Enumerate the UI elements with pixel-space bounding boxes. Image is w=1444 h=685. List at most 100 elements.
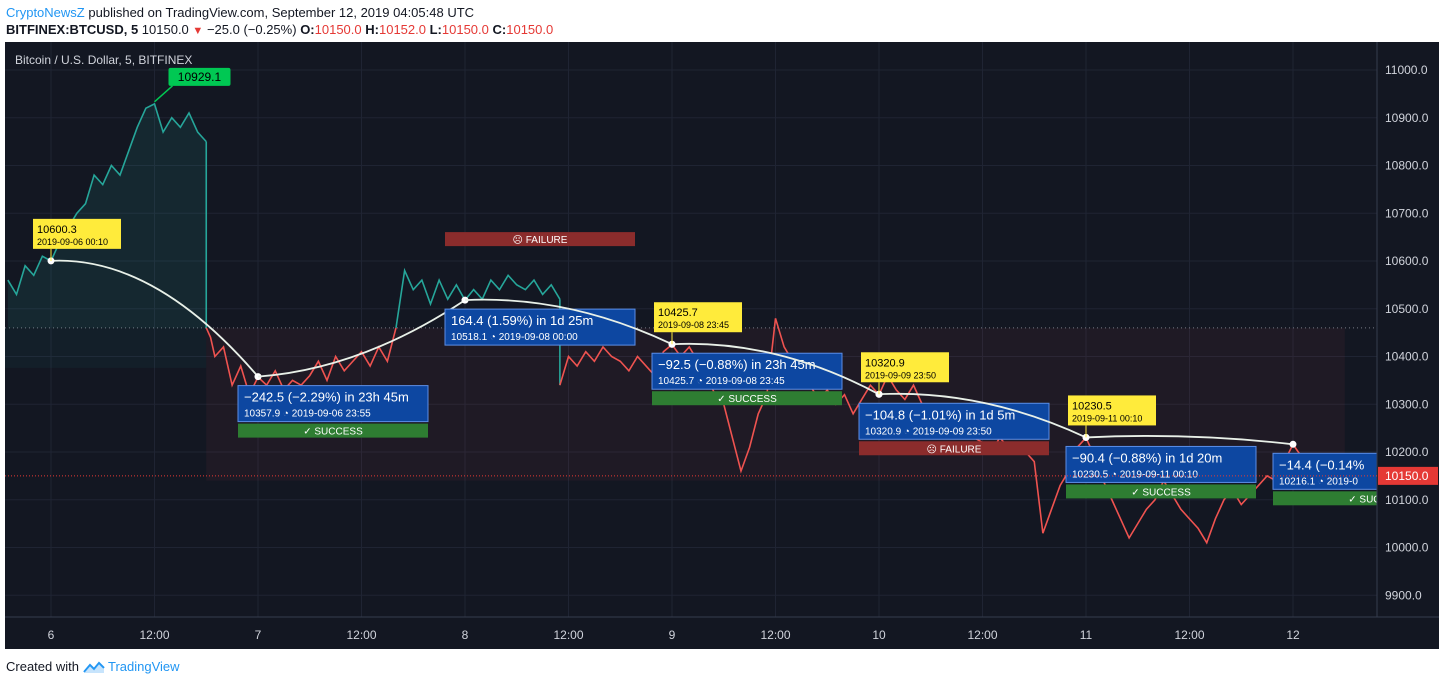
note-box <box>33 218 121 249</box>
price-axis[interactable] <box>1377 42 1439 649</box>
symbol-label: BITFINEX:BTCUSD, 5 <box>6 22 139 37</box>
projection-result: −242.5 (−2.29%) in 23h 45m <box>244 390 409 405</box>
low-value: 10150.0 <box>441 22 489 37</box>
projection-status-pill <box>652 391 842 406</box>
projection-end: 10518.1 ◔ 2019-09-08 00:00 <box>451 332 578 343</box>
projection-info-box <box>444 308 636 346</box>
publish-line: CryptoNewsZ published on TradingView.com… <box>6 5 474 20</box>
y-tick-label: 11000.0 <box>1385 63 1428 77</box>
projection-result: 164.4 (1.59%) in 1d 25m <box>451 313 593 328</box>
projection-result: −92.5 (−0.88%) in 23h 45m <box>658 357 816 372</box>
y-axis-labels: 11000.0 10900.0 10800.0 10700.0 10600.0 10500… <box>1385 63 1429 602</box>
note-box <box>654 302 742 333</box>
note-value: 10425.7 <box>658 307 698 319</box>
projection-info-box <box>858 402 1050 440</box>
low-label: L: <box>429 22 442 37</box>
note-date: 2019-09-06 00:10 <box>37 237 108 247</box>
y-tick-label: 10500.0 <box>1385 302 1429 316</box>
tradingview-link[interactable]: TradingView <box>108 659 180 674</box>
chart-title: Bitcoin / U.S. Dollar, 5, BITFINEX <box>15 53 192 67</box>
y-tick-label: 10600.0 <box>1385 254 1429 268</box>
note-value: 10600.3 <box>37 224 77 236</box>
high-value: 10152.0 <box>378 22 426 37</box>
projection-status-pill <box>238 423 428 438</box>
x-axis-labels: 6 12:00 7 12:00 8 12:00 9 12:00 10 12:00 11 12:00 12 <box>48 628 1300 642</box>
projection-end: 10357.9 ◔ 2019-09-06 23:55 <box>244 409 371 420</box>
note-value: 10320.9 <box>865 357 905 369</box>
x-tick-label: 9 <box>669 628 676 642</box>
grid <box>5 42 1377 617</box>
tradingview-logo-icon <box>82 661 105 674</box>
projection-info-box <box>651 352 843 390</box>
projection-end-dot <box>1289 440 1297 448</box>
x-tick-label: 7 <box>255 628 262 642</box>
y-tick-label: 10800.0 <box>1385 159 1429 173</box>
high-label-value: 10929.1 <box>178 70 222 84</box>
projection-status-label: ✓ SUCC <box>1348 494 1388 505</box>
projection-status-label: ☹ FAILURE <box>513 234 568 246</box>
high-label: H: <box>365 22 379 37</box>
projection-result: −14.4 (−0.14% <box>1279 457 1365 472</box>
x-tick-label: 10 <box>872 628 886 642</box>
published-text: published on TradingView.com, September … <box>88 5 475 20</box>
projection-info-box <box>1065 445 1257 483</box>
x-tick-label: 6 <box>48 628 55 642</box>
projection-status-label: ✓ SUCCESS <box>1131 487 1191 498</box>
note-value: 10230.5 <box>1072 400 1112 412</box>
high-pointer <box>154 85 173 103</box>
note-box <box>861 352 949 383</box>
footer: Created with TradingView <box>6 659 180 674</box>
time-axis[interactable] <box>5 617 1439 649</box>
projection-status-label: ✓ SUCCESS <box>717 394 777 405</box>
x-tick-label: 12 <box>1286 628 1300 642</box>
projection-curve <box>878 392 1087 439</box>
x-tick-label: 12:00 <box>967 628 997 642</box>
projection-end: 10320.9 ◔ 2019-09-09 23:50 <box>865 426 992 437</box>
y-tick-label: 10000.0 <box>1385 541 1429 555</box>
projection-curve <box>464 298 673 346</box>
series-up-2 <box>395 267 561 328</box>
note-date: 2019-09-09 23:50 <box>865 370 936 380</box>
y-tick-label: 10900.0 <box>1385 111 1429 125</box>
projection-status-pill <box>859 441 1049 456</box>
projection-result: −90.4 (−0.88%) in 1d 20m <box>1072 450 1222 465</box>
open-value: 10150.0 <box>314 22 362 37</box>
y-tick-label: 10400.0 <box>1385 350 1429 364</box>
x-tick-label: 12:00 <box>139 628 169 642</box>
series-down-1 <box>205 327 397 397</box>
open-label: O: <box>300 22 315 37</box>
projection-end: 10425.7 ◔ 2019-09-08 23:45 <box>658 376 785 387</box>
high-label-box <box>168 67 231 86</box>
projection-curve <box>257 299 466 378</box>
projection-curve <box>671 342 880 396</box>
note-box <box>1068 395 1156 426</box>
note-date: 2019-09-11 00:10 <box>1072 413 1142 423</box>
projection-end: 10230.5 ◔ 2019-09-11 00:10 <box>1072 469 1198 480</box>
area-fill <box>7 103 207 328</box>
x-tick-label: 12:00 <box>1174 628 1204 642</box>
ohlc-line: BITFINEX:BTCUSD, 5 10150.0 ▼ −25.0 (−0.2… <box>6 22 553 37</box>
publisher-link[interactable]: CryptoNewsZ <box>6 5 85 20</box>
projection-status-pill <box>445 232 635 247</box>
x-tick-label: 11 <box>1080 628 1093 642</box>
projection-curve <box>50 259 259 378</box>
close-label: C: <box>492 22 507 37</box>
price-change: −25.0 (−0.25%) <box>206 22 297 37</box>
last-price-tag <box>1378 466 1438 485</box>
projection-curve <box>1085 435 1294 446</box>
last-price-label: 10150.0 <box>1385 469 1429 483</box>
annotations: 10929.1 −242.5 (−2.29%) in 23h 45m 10357.9… <box>33 67 1439 506</box>
projection-end: 10216.1 ◔ 2019-0 <box>1279 476 1358 487</box>
created-with-text: Created with <box>6 659 79 674</box>
y-tick-label: 10700.0 <box>1385 206 1429 220</box>
shaded-region <box>5 327 207 368</box>
y-tick-label: 9900.0 <box>1385 588 1422 602</box>
current-price: 10150.0 <box>141 22 189 37</box>
y-tick-label: 10200.0 <box>1385 445 1429 459</box>
last-price-marker: 10150.0 <box>5 466 1438 485</box>
down-triangle-icon: ▼ <box>192 25 204 37</box>
projection-status-label: ✓ SUCCESS <box>303 427 363 438</box>
projection-status-label: ☹ FAILURE <box>927 443 982 455</box>
price-chart[interactable]: 10929.1 −242.5 (−2.29%) in 23h 45m 10357.9… <box>5 42 1439 649</box>
note-date: 2019-09-08 23:45 <box>658 320 729 330</box>
